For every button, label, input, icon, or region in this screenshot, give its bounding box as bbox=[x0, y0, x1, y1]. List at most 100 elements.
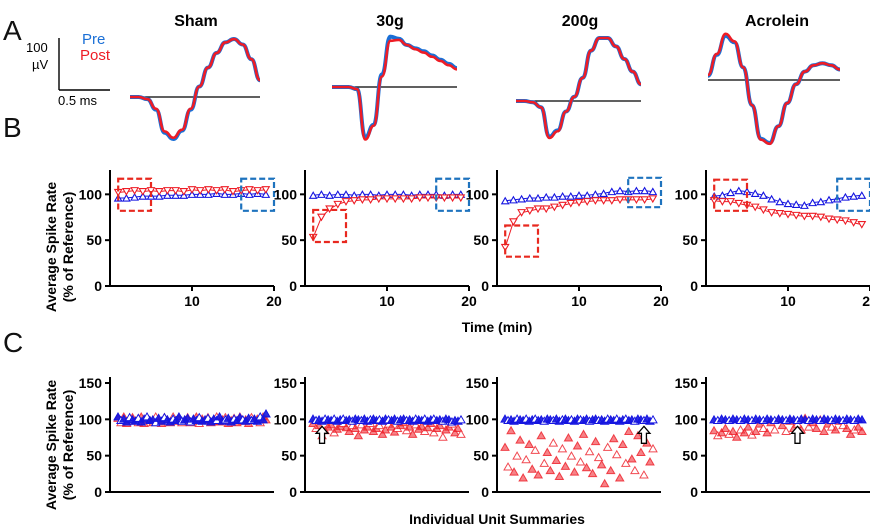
b-marker-pre bbox=[648, 187, 658, 196]
b-marker-post bbox=[382, 195, 392, 204]
b-marker-post bbox=[857, 220, 867, 229]
waveform-post-acrolein bbox=[707, 32, 841, 146]
column-title-200g: 200g bbox=[562, 13, 598, 30]
panel-letter-a: A bbox=[3, 15, 22, 46]
c-ytick-label: 50 bbox=[86, 448, 102, 464]
c-marker-post bbox=[608, 433, 619, 443]
b-axes-sham: 0 50 100 10 20 bbox=[79, 170, 282, 309]
c-marker-post bbox=[434, 420, 445, 430]
c-ylabel-line2: (% of Reference) bbox=[60, 390, 76, 500]
b-marker-pre bbox=[574, 191, 584, 199]
b-marker-post bbox=[171, 187, 181, 195]
b-marker-post bbox=[333, 200, 343, 209]
b-marker-post bbox=[374, 195, 384, 204]
b-marker-post bbox=[130, 187, 140, 195]
b-marker-post bbox=[799, 212, 809, 221]
c-marker-post bbox=[542, 447, 553, 457]
b-marker-post bbox=[253, 187, 263, 195]
c-marker-post bbox=[422, 422, 433, 432]
c-marker-post bbox=[527, 464, 538, 473]
c-marker-post bbox=[572, 441, 583, 450]
b-marker-post bbox=[849, 219, 859, 227]
c-marker-post bbox=[506, 425, 516, 435]
b-marker-post bbox=[566, 199, 576, 208]
b-marker-pre bbox=[775, 197, 785, 206]
b-marker-post bbox=[407, 195, 417, 204]
panel-a-waveforms bbox=[129, 32, 841, 146]
c-marker-post bbox=[804, 422, 814, 431]
b-marker-post bbox=[775, 209, 785, 218]
b-marker-post bbox=[734, 199, 744, 208]
c-ytick-label: 100 bbox=[466, 411, 490, 427]
b-marker-pre bbox=[508, 195, 518, 204]
c-marker-post bbox=[645, 456, 655, 466]
c-marker-post bbox=[750, 426, 761, 435]
b-marker-post bbox=[726, 198, 736, 206]
c-marker-pre bbox=[456, 414, 466, 424]
c-marker-pre bbox=[648, 414, 658, 424]
b-xlabel: Time (min) bbox=[462, 319, 533, 335]
b-marker-pre bbox=[316, 190, 326, 198]
b-marker-pre bbox=[500, 196, 510, 205]
c-axes-30g: 0 50 100 150 bbox=[274, 375, 469, 500]
b-ytick-label: 100 bbox=[675, 186, 699, 202]
b-reference-box-red bbox=[312, 208, 348, 244]
c-marker-post bbox=[560, 461, 571, 470]
c-marker-post bbox=[617, 439, 628, 449]
c-ytick-label: 0 bbox=[289, 484, 297, 500]
c-marker-post bbox=[539, 458, 550, 467]
c-marker-post bbox=[438, 432, 448, 441]
c-marker-post bbox=[739, 427, 750, 437]
b-marker-pre bbox=[734, 186, 744, 195]
c-marker-post bbox=[509, 467, 519, 476]
b-reference-box-red bbox=[713, 178, 749, 212]
b-marker-post bbox=[832, 216, 842, 225]
b-ylabel-line2: (% of Reference) bbox=[60, 192, 76, 302]
waveform-post-sham bbox=[129, 37, 261, 140]
b-marker-post bbox=[750, 203, 760, 212]
c-marker-post bbox=[407, 429, 418, 438]
b-marker-post bbox=[558, 201, 568, 210]
c-marker-post bbox=[857, 426, 867, 435]
b-marker-post bbox=[316, 213, 326, 222]
b-marker-post bbox=[212, 187, 222, 195]
b-marker-pre bbox=[799, 201, 809, 209]
panel-letter-c: C bbox=[3, 327, 23, 358]
c-marker-post bbox=[533, 470, 544, 479]
b-marker-pre bbox=[816, 197, 826, 206]
b-marker-pre bbox=[325, 191, 335, 199]
c-marker-post bbox=[743, 422, 754, 431]
c-ytick-label: 150 bbox=[274, 375, 298, 391]
b-marker-post bbox=[517, 209, 527, 217]
c-marker-post bbox=[377, 429, 388, 438]
c-marker-post bbox=[456, 429, 466, 438]
c-marker-post bbox=[769, 425, 780, 434]
c-marker-post bbox=[630, 465, 640, 475]
b-marker-pre bbox=[607, 187, 617, 196]
b-marker-pre bbox=[566, 192, 576, 200]
c-marker-post bbox=[614, 472, 625, 482]
b-reference-box-red bbox=[117, 177, 153, 212]
b-marker-pre bbox=[244, 190, 254, 198]
b-marker-post bbox=[840, 217, 850, 226]
c-marker-post bbox=[386, 422, 397, 431]
b-marker-pre bbox=[121, 193, 131, 202]
c-arrow-icon bbox=[636, 425, 652, 444]
c-marker-post bbox=[548, 438, 559, 447]
b-marker-post bbox=[824, 215, 834, 224]
b-marker-post bbox=[244, 186, 254, 194]
b-ytick-label: 0 bbox=[94, 278, 102, 294]
c-marker-post bbox=[545, 465, 556, 475]
b-marker-pre bbox=[767, 194, 777, 203]
b-ytick-label: 100 bbox=[79, 186, 103, 202]
b-marker-post bbox=[808, 212, 818, 221]
c-marker-post bbox=[728, 426, 738, 435]
b-marker-post bbox=[541, 205, 551, 214]
scale-amplitude-value: 100 bbox=[26, 40, 48, 55]
b-marker-pre bbox=[631, 186, 641, 195]
c-marker-pre bbox=[261, 409, 271, 418]
c-axes-200g: 0 50 100 150 bbox=[466, 375, 661, 500]
b-reference-box-red bbox=[504, 224, 540, 258]
b-marker-pre bbox=[849, 192, 859, 200]
c-marker-post bbox=[611, 449, 622, 459]
